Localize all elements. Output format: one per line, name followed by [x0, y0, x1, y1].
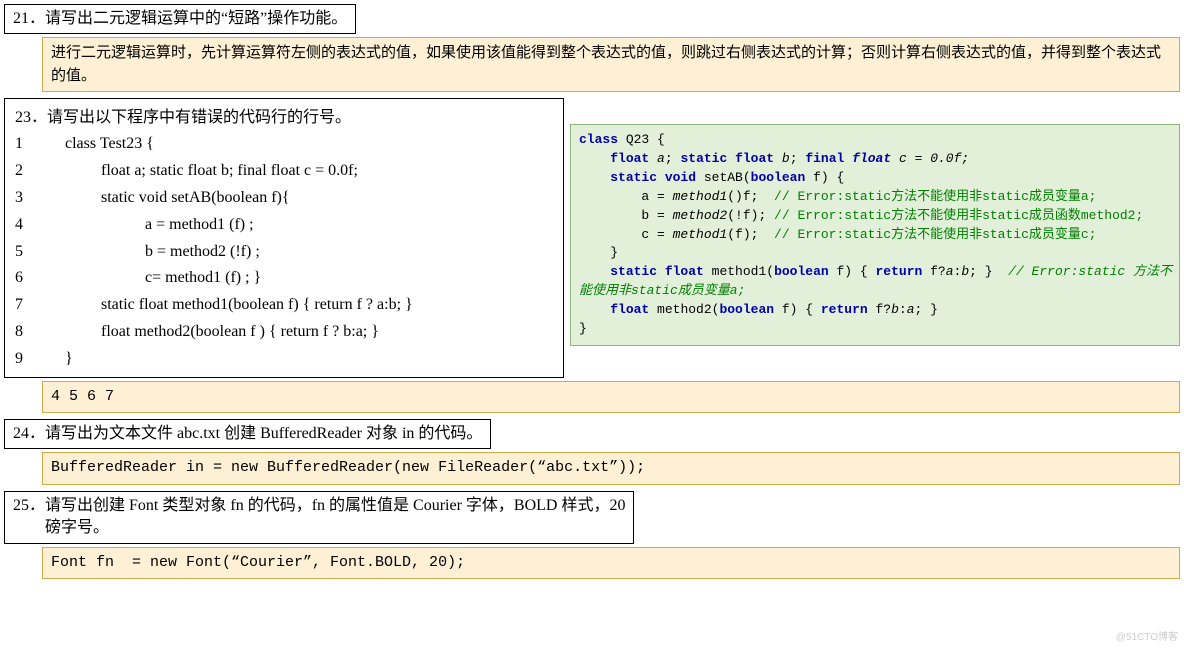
line-number: 2 [15, 158, 45, 185]
code-line: 3static void setAB(boolean f){ [15, 185, 413, 212]
q23-text: 请写出以下程序中有错误的代码行的行号。 [47, 109, 351, 126]
q23-code-listing: 1class Test23 {2float a; static float b;… [15, 131, 413, 372]
q23-answer: 4 5 6 7 [42, 381, 1180, 414]
q25-number: 25． [13, 497, 45, 514]
line-text: float a; static float b; final float c =… [45, 158, 413, 185]
q23-number: 23． [15, 109, 47, 126]
code-line: 1class Test23 { [15, 131, 413, 158]
q21-number: 21． [13, 10, 45, 27]
code-line: 9} [15, 346, 413, 373]
q24-prompt: 24．请写出为文本文件 abc.txt 创建 BufferedReader 对象… [4, 419, 491, 449]
question-25: 25．请写出创建 Font 类型对象 fn 的代码，fn 的属性值是 Couri… [4, 491, 1180, 579]
question-21: 21．请写出二元逻辑运算中的“短路”操作功能。 进行二元逻辑运算时，先计算运算符… [4, 4, 1180, 92]
q21-answer: 进行二元逻辑运算时，先计算运算符左侧的表达式的值，如果使用该值能得到整个表达式的… [42, 37, 1180, 92]
line-text: } [45, 346, 413, 373]
line-number: 5 [15, 239, 45, 266]
line-number: 4 [15, 212, 45, 239]
line-text: float method2(boolean f ) { return f ? b… [45, 319, 413, 346]
question-24: 24．请写出为文本文件 abc.txt 创建 BufferedReader 对象… [4, 419, 1180, 485]
q25-answer: Font fn = new Font(“Courier”, Font.BOLD,… [42, 547, 1180, 580]
line-number: 3 [15, 185, 45, 212]
q24-answer: BufferedReader in = new BufferedReader(n… [42, 452, 1180, 485]
line-number: 6 [15, 265, 45, 292]
line-text: static void setAB(boolean f){ [45, 185, 413, 212]
q23-prompt: 23．请写出以下程序中有错误的代码行的行号。 [15, 103, 553, 127]
q25-line2: 磅字号。 [45, 519, 109, 536]
code-line: 8float method2(boolean f ) { return f ? … [15, 319, 413, 346]
line-text: static float method1(boolean f) { return… [45, 292, 413, 319]
code-line: 6c= method1 (f) ; } [15, 265, 413, 292]
code-line: 7static float method1(boolean f) { retur… [15, 292, 413, 319]
code-line: 2float a; static float b; final float c … [15, 158, 413, 185]
line-number: 8 [15, 319, 45, 346]
line-text: b = method2 (!f) ; [45, 239, 413, 266]
q25-line1: 请写出创建 Font 类型对象 fn 的代码，fn 的属性值是 Courier … [45, 497, 625, 514]
line-number: 9 [15, 346, 45, 373]
watermark: @51CTO博客 [1116, 628, 1178, 643]
q21-prompt: 21．请写出二元逻辑运算中的“短路”操作功能。 [4, 4, 356, 34]
code-line: 4a = method1 (f) ; [15, 212, 413, 239]
q24-text: 请写出为文本文件 abc.txt 创建 BufferedReader 对象 in… [45, 425, 482, 442]
q24-number: 24． [13, 425, 45, 442]
line-number: 1 [15, 131, 45, 158]
line-text: a = method1 (f) ; [45, 212, 413, 239]
q21-text: 请写出二元逻辑运算中的“短路”操作功能。 [45, 10, 347, 27]
q23-left-panel: 23．请写出以下程序中有错误的代码行的行号。 1class Test23 {2f… [4, 98, 564, 377]
line-number: 7 [15, 292, 45, 319]
line-text: c= method1 (f) ; } [45, 265, 413, 292]
q23-right-code-panel: class Q23 { float a; static float b; fin… [570, 124, 1180, 345]
line-text: class Test23 { [45, 131, 413, 158]
q25-prompt: 25．请写出创建 Font 类型对象 fn 的代码，fn 的属性值是 Couri… [4, 491, 634, 544]
code-line: 5b = method2 (!f) ; [15, 239, 413, 266]
question-23: 23．请写出以下程序中有错误的代码行的行号。 1class Test23 {2f… [4, 98, 1180, 413]
